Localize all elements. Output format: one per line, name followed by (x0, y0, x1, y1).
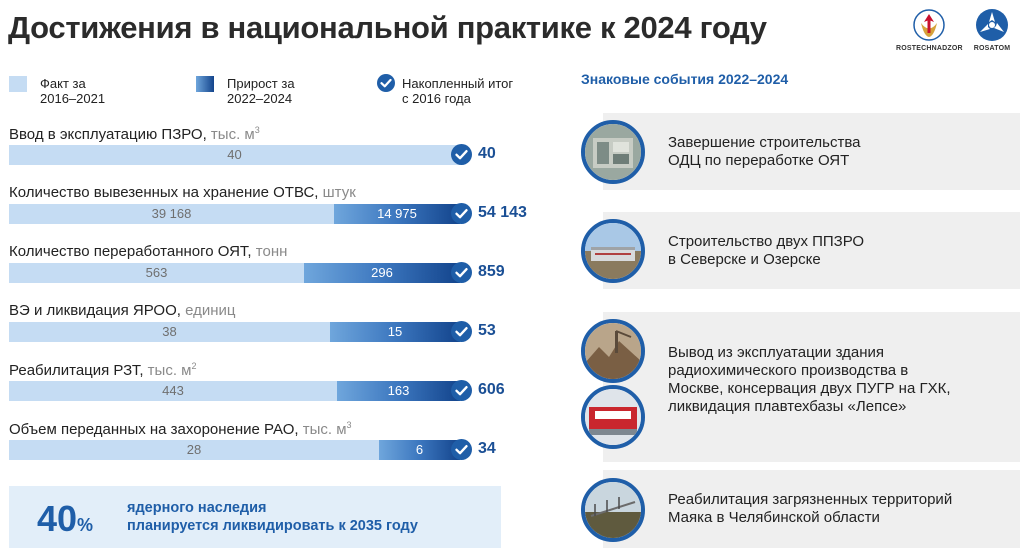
event-card (603, 113, 1020, 190)
row-unit: единиц (180, 302, 236, 319)
events-title: Знаковые события 2022–2024 (581, 71, 789, 87)
check-circle-icon (451, 262, 472, 283)
row-unit-sup: 2 (191, 361, 197, 371)
row-unit: тыс. м3 (298, 420, 352, 438)
row-total: 40 (478, 145, 496, 162)
event-line: Маяка в Челябинской области (668, 509, 880, 526)
legend-growth-line1: Прирост за (227, 76, 295, 91)
logos: ROSTECHNADZOR ROSATOM (896, 8, 1018, 58)
row-unit-sup: 3 (346, 420, 352, 430)
event-photo (581, 385, 645, 449)
event-line: Реабилитация загрязненных территорий (668, 491, 953, 508)
goal-line2: планируется ликвидировать к 2035 году (127, 518, 418, 534)
row-unit: тыс. м2 (143, 361, 197, 379)
row-label: Ввод в эксплуатацию ПЗРО, тыс. м3 (9, 125, 260, 143)
event-card (603, 470, 1020, 548)
growth-bar: 14 975 (334, 204, 460, 224)
event-line: ликвидация плавтехбазы «Лепсе» (668, 398, 907, 415)
goal-percent: 40% (37, 498, 93, 540)
event-line: Вывод из эксплуатации здания (668, 344, 885, 361)
legend-total: Накопленный итог с 2016 года (402, 76, 513, 106)
goal-box (9, 486, 501, 548)
fact-bar: 39 168 (9, 204, 334, 224)
row-label: Реабилитация РЗТ, тыс. м2 (9, 361, 197, 379)
rosatom-logo-icon (976, 9, 1008, 41)
event-card (603, 212, 1020, 289)
check-circle-icon (451, 439, 472, 460)
event-line: Москве, консервация двух ПУГР на ГХК, (668, 380, 951, 397)
row-total: 54 143 (478, 204, 527, 221)
rosatom-label: ROSATOM (973, 45, 1011, 52)
legend-fact: Факт за 2016–2021 (40, 76, 105, 106)
row-label-text: Объем переданных на захоронение РАО, (9, 421, 299, 438)
check-circle-icon (451, 144, 472, 165)
event-photo (581, 478, 645, 542)
row-total: 606 (478, 381, 505, 398)
row-label: Количество вывезенных на хранение ОТВС, … (9, 184, 356, 201)
growth-bar: 6 (379, 440, 460, 460)
rostechnadzor-emblem-icon (913, 9, 945, 41)
row-unit: штук (318, 184, 356, 201)
legend-growth-swatch (196, 76, 214, 92)
row-label-text: ВЭ и ликвидация ЯРОО, (9, 302, 181, 319)
row-unit-text: тыс. м (298, 421, 347, 438)
row-label: ВЭ и ликвидация ЯРОО, единиц (9, 302, 236, 319)
goal-text: ядерного наследия планируется ликвидиров… (127, 499, 418, 535)
rosatom-logo: ROSATOM (966, 8, 1018, 52)
rostechnadzor-label: ROSTECHNADZOR (896, 45, 963, 52)
event-photo (581, 120, 645, 184)
page-title: Достижения в национальной практике к 202… (8, 10, 767, 45)
row-label-text: Количество вывезенных на хранение ОТВС, (9, 184, 319, 201)
growth-bar: 163 (337, 381, 460, 401)
row-label-text: Ввод в эксплуатацию ПЗРО, (9, 126, 207, 143)
check-circle-icon (451, 321, 472, 342)
legend-growth: Прирост за 2022–2024 (227, 76, 295, 106)
fact-bar: 40 (9, 145, 460, 165)
event-line: радиохимического производства в (668, 362, 909, 379)
legend-fact-line2: 2016–2021 (40, 91, 106, 106)
legend-total-line1: Накопленный итог (402, 76, 514, 91)
fact-bar: 443 (9, 381, 337, 401)
fact-bar: 563 (9, 263, 304, 283)
event-text: Завершение строительства ОДЦ по перерабо… (668, 134, 861, 170)
event-photo (581, 219, 645, 283)
legend-growth-line2: 2022–2024 (227, 91, 293, 106)
event-line: ОДЦ по переработке ОЯТ (668, 152, 850, 169)
event-line: Строительство двух ППЗРО (668, 233, 865, 250)
event-text: Вывод из эксплуатации здания радиохимиче… (668, 344, 950, 416)
event-text: Строительство двух ППЗРО в Северске и Оз… (668, 233, 864, 269)
row-unit-text: тыс. м (206, 126, 255, 143)
row-unit-text: тыс. м (143, 362, 192, 379)
row-label-text: Количество переработанного ОЯТ, (9, 243, 252, 260)
growth-bar: 15 (330, 322, 460, 342)
legend-total-line2: с 2016 года (402, 91, 471, 106)
fact-bar: 38 (9, 322, 330, 342)
goal-percent-value: 40 (37, 498, 78, 539)
growth-bar: 296 (304, 263, 460, 283)
legend-fact-line1: Факт за (40, 76, 86, 91)
row-unit-sup: 3 (254, 125, 260, 135)
check-circle-icon (451, 203, 472, 224)
check-circle-icon (451, 380, 472, 401)
goal-percent-sign: % (77, 515, 94, 535)
event-text: Реабилитация загрязненных территорий Мая… (668, 491, 952, 527)
rostechnadzor-logo: ROSTECHNADZOR (896, 8, 963, 52)
event-photo (581, 319, 645, 383)
row-total: 34 (478, 440, 496, 457)
fact-bar: 28 (9, 440, 379, 460)
legend-fact-swatch (9, 76, 27, 92)
event-card (603, 312, 1020, 462)
row-total: 859 (478, 263, 505, 280)
row-label: Количество переработанного ОЯТ, тонн (9, 243, 287, 260)
check-circle-icon (377, 74, 395, 92)
event-line: Завершение строительства (668, 134, 861, 151)
row-total: 53 (478, 322, 496, 339)
row-unit: тыс. м3 (206, 125, 260, 143)
row-unit: тонн (251, 243, 288, 260)
event-line: в Северске и Озерске (668, 251, 821, 268)
goal-line1: ядерного наследия (127, 500, 267, 516)
row-label-text: Реабилитация РЗТ, (9, 362, 144, 379)
row-label: Объем переданных на захоронение РАО, тыс… (9, 420, 352, 438)
